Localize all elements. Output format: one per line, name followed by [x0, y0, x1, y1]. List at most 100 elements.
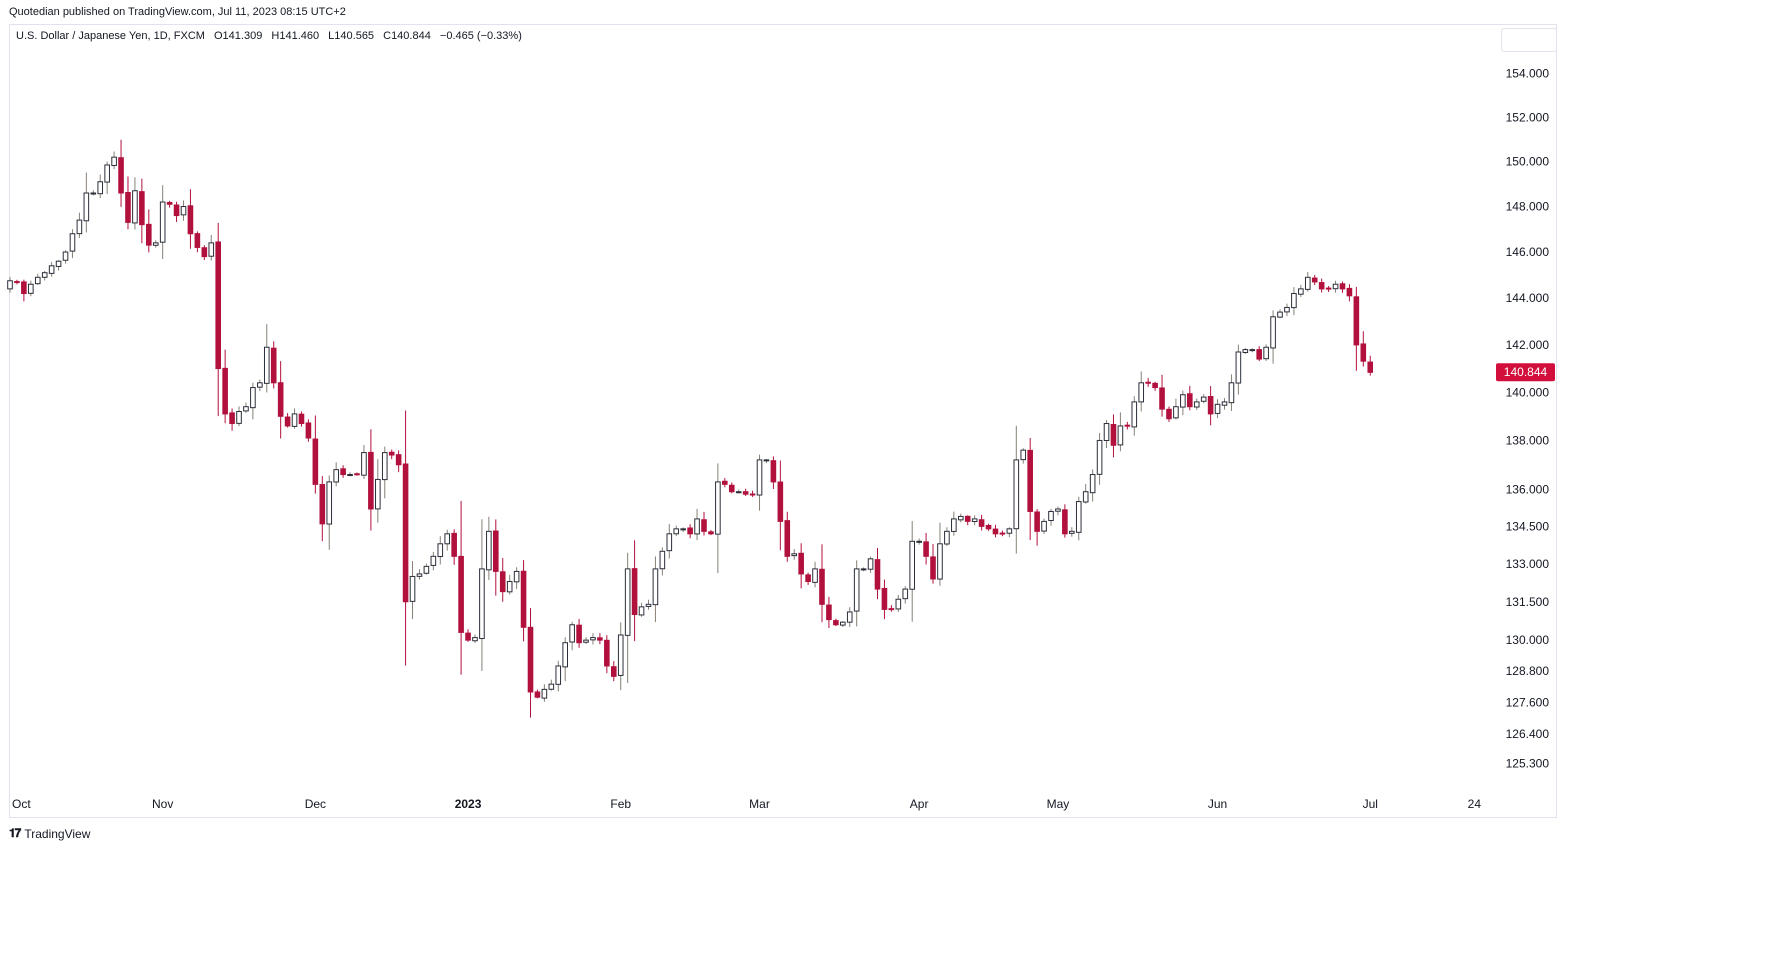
candle-down [215, 241, 221, 370]
y-tick-label: 125.300 [1506, 756, 1550, 770]
change-value: −0.465 (−0.33%) [439, 30, 522, 42]
candle-down [451, 532, 457, 557]
candle-down [465, 632, 471, 641]
y-tick-label: 134.500 [1506, 519, 1550, 533]
candle-down [493, 530, 499, 572]
candle-down [708, 531, 714, 535]
candle-up [1291, 293, 1297, 309]
x-tick-label: Mar [749, 797, 770, 811]
candle-down [749, 493, 756, 496]
candle-down [1062, 509, 1068, 535]
candle-up [1096, 439, 1103, 475]
candle-down [125, 191, 131, 223]
candle-up [867, 558, 874, 570]
candle-down [1256, 349, 1263, 360]
y-tick-label: 142.000 [1506, 338, 1550, 352]
y-tick-label: 136.000 [1506, 482, 1550, 496]
candle-down [298, 413, 305, 425]
candle-down [777, 481, 784, 522]
x-tick-label: 24 [1468, 797, 1482, 811]
candle-up [333, 469, 339, 483]
candle-up [1082, 491, 1089, 503]
candle-up [1055, 508, 1061, 512]
candle-up [1089, 474, 1096, 494]
candle-down [1027, 449, 1033, 512]
y-tick-label: 138.000 [1506, 433, 1550, 447]
candle-down [770, 460, 777, 483]
candle-up [291, 413, 298, 427]
y-tick-label: 140.000 [1506, 385, 1550, 399]
candle-down [1311, 277, 1318, 283]
candle-up [76, 219, 83, 235]
candle-down [1346, 287, 1353, 297]
candle-up [583, 639, 589, 643]
candle-up [479, 568, 485, 640]
y-tick-label: 152.000 [1506, 110, 1550, 124]
symbol-name[interactable]: U.S. Dollar / Japanese Yen, 1D, FXCM [16, 30, 205, 42]
candle-down [978, 519, 985, 527]
candle-down [284, 416, 291, 427]
candle-down [631, 568, 638, 616]
candle-down [520, 570, 527, 628]
candle-down [881, 587, 888, 610]
brand-footer[interactable]: 𝟏𝟕 TradingView [9, 826, 90, 841]
candle-down [146, 223, 152, 246]
candle-down [187, 205, 194, 235]
candle-up [569, 624, 575, 643]
candle-down [1353, 296, 1360, 346]
candle-up [895, 598, 902, 610]
candle-up [250, 387, 256, 409]
x-tick-label: May [1047, 797, 1070, 811]
candle-up [853, 568, 860, 612]
candle-down [923, 541, 929, 557]
candle-down [687, 527, 693, 535]
chart-frame [9, 24, 1557, 818]
candle-up [48, 265, 55, 274]
brand-name: TradingView [24, 826, 91, 841]
candle-up [152, 242, 159, 246]
candle-down [354, 473, 360, 476]
candle-down [201, 247, 208, 258]
high-value: H141.460 [271, 30, 320, 42]
candle-up [83, 192, 90, 222]
candle-down [874, 559, 881, 590]
candle-up [1117, 425, 1124, 446]
candle-up [846, 611, 853, 623]
candle-up [1249, 349, 1256, 352]
candle-up [506, 580, 513, 593]
candle-up [326, 481, 333, 525]
x-tick-label: Apr [910, 797, 929, 811]
candle-down [305, 422, 312, 439]
candle-down [139, 191, 145, 226]
candle-down [340, 468, 346, 476]
price-scale-corner-button[interactable] [1501, 28, 1557, 52]
candle-up [1284, 306, 1290, 313]
candle-up [638, 606, 645, 616]
symbol-legend: U.S. Dollar / Japanese Yen, 1D, FXCM O14… [16, 30, 528, 42]
candle-down [270, 347, 277, 384]
candle-up [104, 164, 110, 183]
candle-down [1124, 424, 1131, 427]
candle-up [541, 688, 548, 699]
candle-up [132, 190, 138, 224]
y-tick-label: 128.800 [1506, 664, 1550, 678]
candle-down [534, 691, 541, 698]
y-tick-label: 130.000 [1506, 633, 1550, 647]
candle-up [159, 201, 166, 243]
candle-up [715, 481, 721, 535]
candle-down [999, 532, 1006, 535]
candle-down [118, 157, 124, 194]
candle-up [347, 474, 353, 477]
candle-up [902, 588, 909, 600]
candle-up [1304, 276, 1311, 290]
candle-up [236, 410, 242, 424]
candle-down [597, 637, 603, 641]
candle-up [812, 568, 818, 583]
candle-down [701, 519, 707, 532]
candle-down [1318, 282, 1325, 290]
candle-down [604, 639, 610, 667]
candle-down [229, 412, 235, 425]
candle-down [805, 574, 811, 582]
candle-down [1152, 382, 1158, 389]
